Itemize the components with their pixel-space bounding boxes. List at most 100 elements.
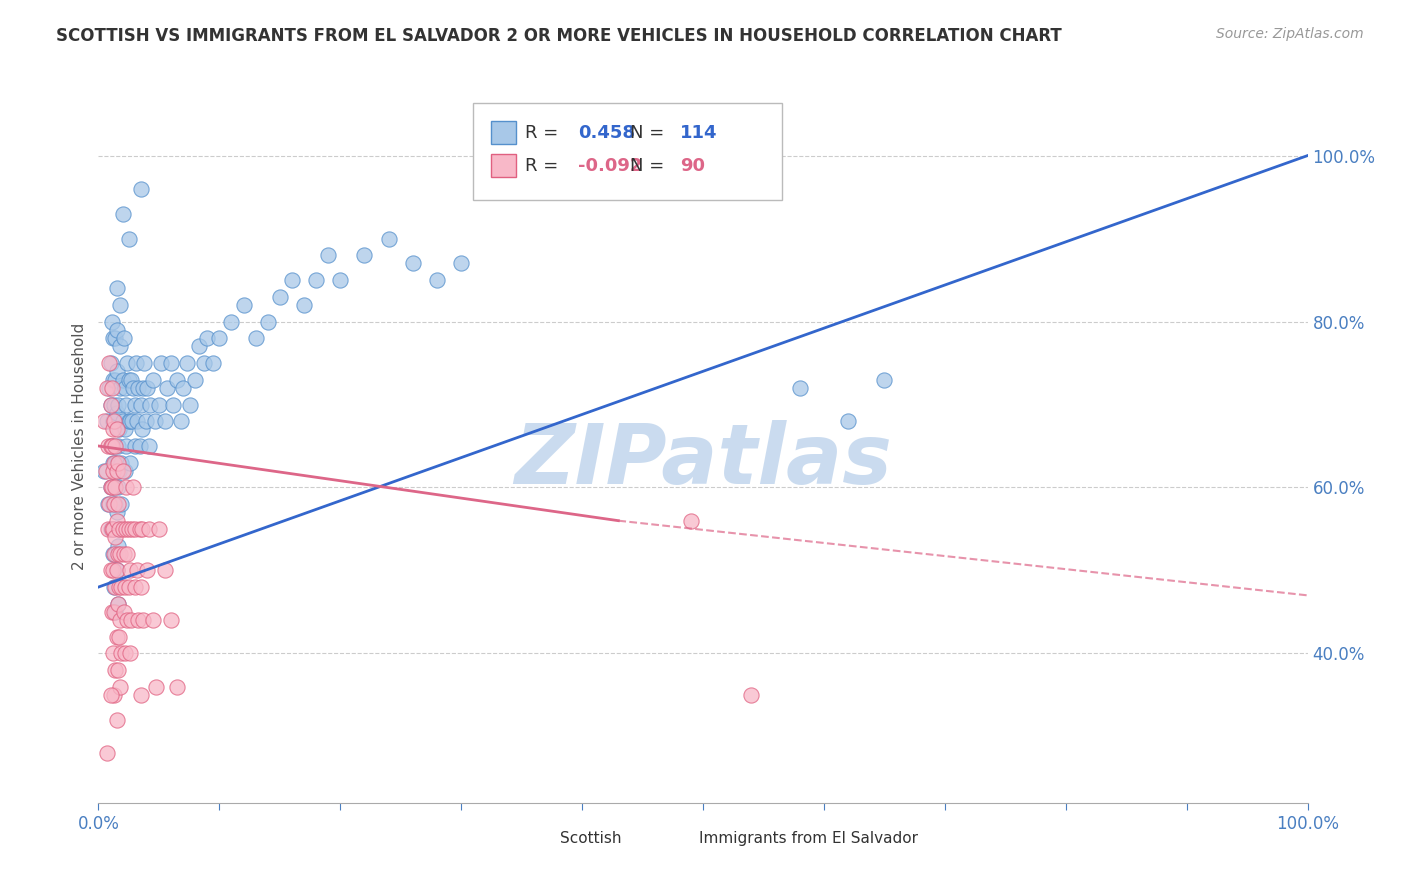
Point [108,298,131,312]
Point [187,339,209,353]
Point [100,397,122,411]
Point [111,373,134,387]
Point [100,481,122,495]
Point [105,630,128,644]
Point [176,356,198,370]
Point [221,314,243,328]
Point [160,356,183,370]
Point [108,422,131,436]
Point [118,647,141,661]
Point [101,497,124,511]
Point [108,339,131,353]
Point [156,381,179,395]
Text: SCOTTISH VS IMMIGRANTS FROM EL SALVADOR 2 OR MORE VEHICLES IN HOUSEHOLD CORRELAT: SCOTTISH VS IMMIGRANTS FROM EL SALVADOR … [56,27,1062,45]
Point [108,547,131,561]
Point [103,688,125,702]
Point [679,514,702,528]
Point [114,464,136,478]
Text: N =: N = [630,124,665,142]
Point [103,439,125,453]
Point [108,580,131,594]
Point [107,481,129,495]
Point [108,522,131,536]
Point [129,397,152,411]
Point [131,522,153,536]
Point [101,464,124,478]
Point [105,564,128,578]
Point [103,547,125,561]
Point [124,580,146,594]
Point [108,680,131,694]
Point [114,422,136,436]
Point [105,564,128,578]
Point [450,256,472,270]
Point [402,256,425,270]
Point [269,290,291,304]
Point [100,564,122,578]
Point [100,356,122,370]
Point [193,356,215,370]
Point [101,331,124,345]
Point [208,331,231,345]
Text: 114: 114 [681,124,717,142]
Point [118,456,141,470]
Point [104,373,127,387]
Point [132,613,155,627]
Point [107,597,129,611]
Point [117,356,139,370]
Point [121,414,143,428]
Point [98,497,121,511]
Point [114,580,136,594]
Point [129,182,152,196]
Point [118,414,141,428]
Point [115,522,138,536]
Point [100,439,122,453]
Point [98,381,121,395]
Point [104,414,127,428]
Point [105,514,128,528]
Point [111,207,134,221]
Point [128,522,150,536]
Point [124,397,146,411]
Point [101,564,124,578]
Point [97,439,120,453]
Point [101,647,124,661]
Point [103,522,125,536]
Point [143,414,166,428]
Text: 0.458: 0.458 [578,124,636,142]
Text: Source: ZipAtlas.com: Source: ZipAtlas.com [1216,27,1364,41]
Point [103,481,125,495]
Point [107,397,129,411]
Point [93,414,115,428]
Point [292,298,315,312]
Point [353,248,375,262]
Point [142,373,165,387]
Point [105,281,128,295]
Point [134,356,156,370]
Point [837,414,859,428]
Text: N =: N = [630,157,665,175]
Point [104,331,127,345]
Point [100,688,122,702]
Point [111,522,134,536]
Text: R =: R = [526,124,558,142]
Point [122,481,145,495]
Point [124,439,146,453]
Point [142,613,165,627]
Point [103,580,125,594]
Point [105,323,128,337]
Point [100,605,122,619]
Point [118,414,141,428]
Point [153,414,176,428]
Point [127,414,149,428]
Point [101,547,124,561]
Point [112,605,135,619]
Text: R =: R = [526,157,558,175]
Point [169,414,191,428]
Point [111,414,134,428]
Point [108,381,131,395]
Point [377,231,399,245]
Point [101,422,124,436]
Point [101,414,124,428]
FancyBboxPatch shape [492,154,516,177]
